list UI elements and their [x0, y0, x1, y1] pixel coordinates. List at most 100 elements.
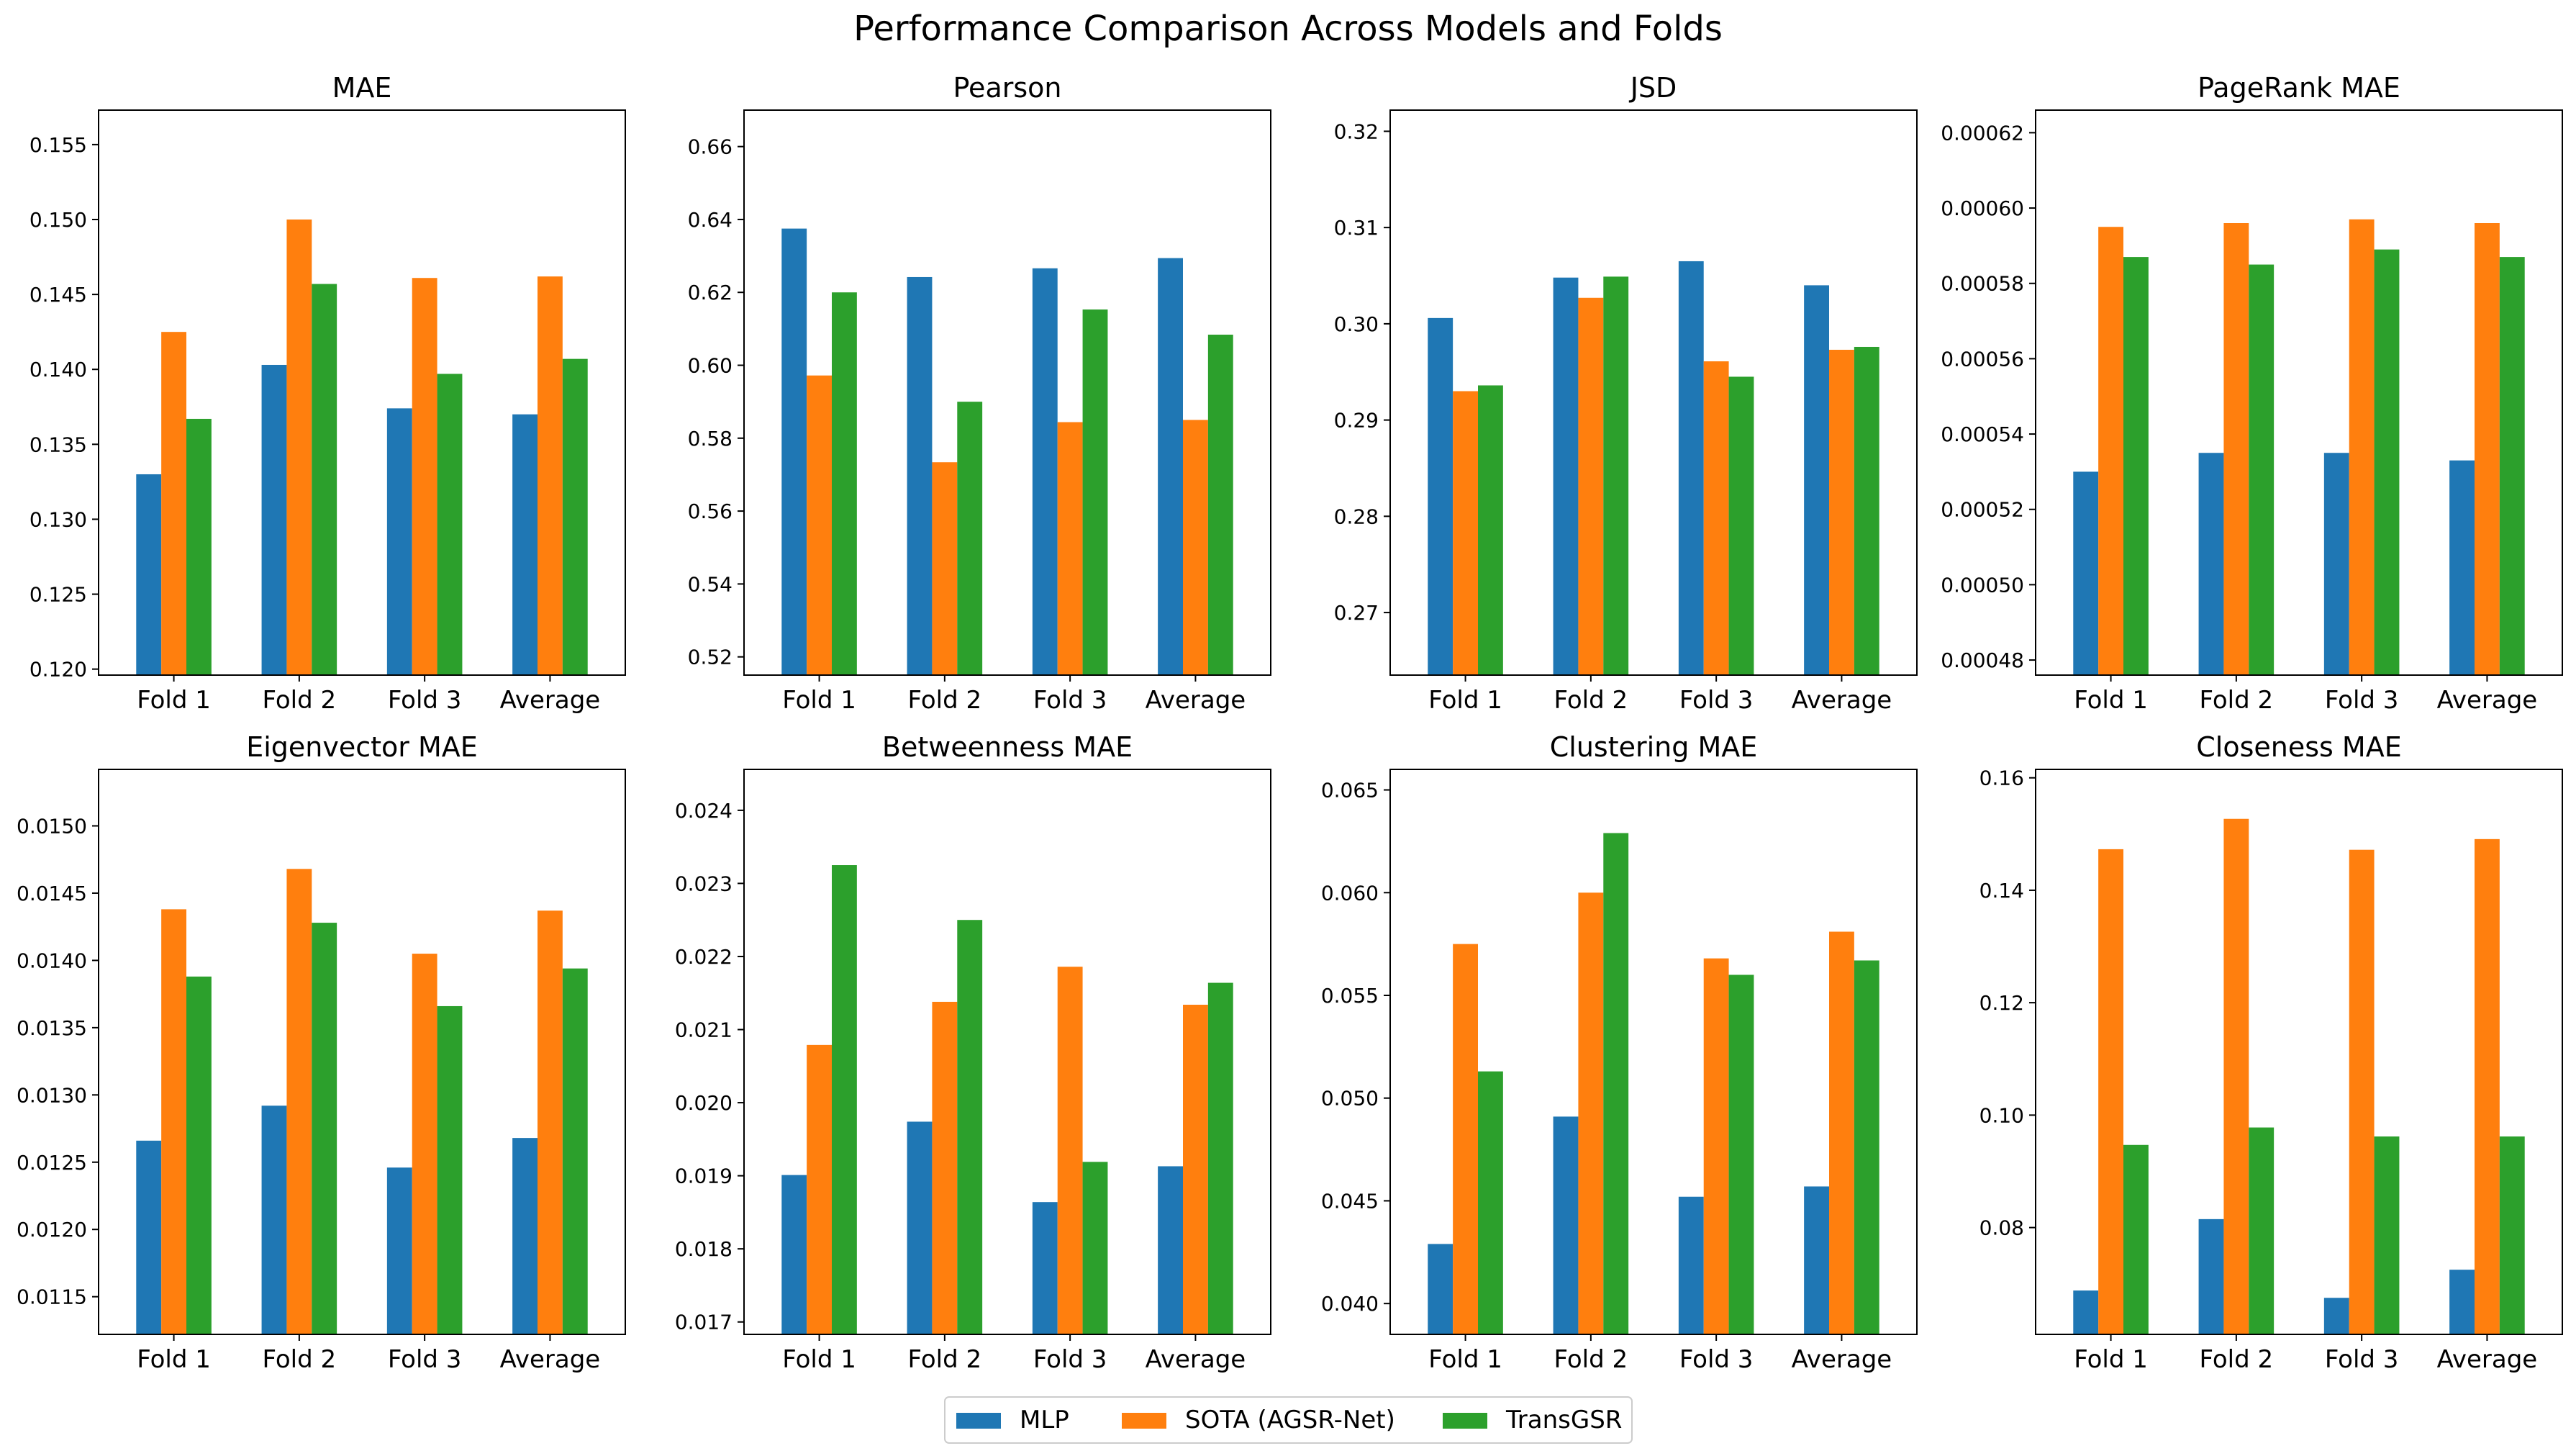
x-tick-label: Average: [500, 1345, 601, 1374]
y-tick-label: 0.0150: [17, 815, 87, 838]
bar: [1829, 349, 1854, 675]
x-tick-label: Fold 2: [1554, 686, 1628, 715]
bar: [1553, 277, 1579, 675]
y-tick-label: 0.140: [30, 358, 87, 381]
bar: [538, 910, 563, 1334]
figure-title: Performance Comparison Across Models and…: [853, 9, 1723, 49]
y-tick-label: 0.065: [1321, 779, 1379, 802]
chart-title: Closeness MAE: [2196, 731, 2401, 763]
chart-title: JSD: [1629, 72, 1677, 104]
bar: [832, 292, 857, 675]
bar: [412, 278, 437, 675]
bar: [2223, 818, 2249, 1334]
bar: [562, 358, 588, 675]
y-tick-label: 0.150: [30, 208, 87, 232]
y-tick-label: 0.022: [675, 945, 733, 969]
legend: MLP SOTA (AGSR-Net) TransGSR: [944, 1396, 1633, 1444]
y-tick-label: 0.045: [1321, 1189, 1379, 1213]
y-tick-label: 0.10: [1979, 1103, 2024, 1127]
y-tick-label: 0.0140: [17, 949, 87, 972]
legend-label: MLP: [1020, 1406, 1069, 1434]
x-tick-label: Average: [2437, 686, 2538, 715]
y-tick-label: 0.060: [1321, 881, 1379, 905]
bar: [1207, 334, 1233, 675]
bar: [1703, 361, 1729, 675]
bar: [2073, 1290, 2099, 1334]
chart-panel: PageRank MAE 0.00048 0.00050 0.00052 0.00054…: [1941, 72, 2563, 715]
y-tick-label: 0.0145: [17, 882, 87, 905]
x-tick-label: Fold 2: [263, 686, 337, 715]
y-tick-label: 0.14: [1979, 879, 2024, 903]
chart-panel: JSD 0.27 0.28 0.29 0.30 0.31 0.32 Fold 1 Fold 2 F…: [1334, 72, 1918, 715]
chart-panel: Clustering MAE 0.040 0.045 0.050 0.055 0.060 0…: [1321, 731, 1918, 1374]
bar: [2499, 1136, 2525, 1334]
y-tick-label: 0.16: [1979, 767, 2024, 790]
bar: [1428, 1244, 1453, 1334]
bar: [312, 923, 337, 1334]
y-tick-label: 0.28: [1334, 505, 1379, 528]
x-tick-label: Fold 3: [388, 686, 462, 715]
y-tick-label: 0.00056: [1941, 347, 2024, 371]
bar: [1183, 1004, 1208, 1334]
bar: [512, 414, 538, 675]
legend-entry: MLP: [956, 1406, 1069, 1434]
y-tick-label: 0.0130: [17, 1083, 87, 1107]
y-tick-label: 0.055: [1321, 984, 1379, 1008]
x-tick-label: Fold 2: [2200, 686, 2274, 715]
x-tick-label: Fold 3: [1679, 686, 1754, 715]
y-tick-label: 0.017: [675, 1311, 733, 1334]
y-tick-label: 0.12: [1979, 991, 2024, 1015]
chart-title: Pearson: [953, 72, 1062, 104]
x-tick-label: Fold 3: [2325, 686, 2399, 715]
bar: [2098, 227, 2123, 675]
legend-swatch: [1122, 1413, 1166, 1429]
y-tick-label: 0.024: [675, 799, 733, 823]
bar: [832, 865, 857, 1334]
y-tick-label: 0.54: [688, 572, 733, 596]
bar: [957, 920, 983, 1334]
bar: [1804, 1186, 1829, 1334]
bar: [136, 474, 162, 675]
y-tick-label: 0.08: [1979, 1216, 2024, 1240]
bar: [807, 1044, 832, 1334]
x-tick-label: Fold 2: [908, 1345, 982, 1374]
x-tick-label: Fold 1: [1428, 686, 1502, 715]
y-tick-label: 0.155: [30, 133, 87, 157]
bar: [1032, 1202, 1058, 1334]
bar: [512, 1138, 538, 1334]
bar: [932, 462, 958, 675]
bar: [2323, 453, 2349, 675]
bar: [562, 968, 588, 1334]
bar: [1603, 276, 1629, 675]
legend-label: TransGSR: [1505, 1406, 1622, 1434]
chart-grid: MAE 0.120 0.125 0.130 0.135 0.140 0.145 0.150 0.…: [17, 72, 2563, 1374]
bar: [1082, 309, 1108, 675]
bar: [2073, 471, 2099, 675]
bar: [1854, 960, 1879, 1334]
bar: [781, 1175, 807, 1334]
x-tick-label: Fold 1: [2074, 686, 2148, 715]
x-tick-label: Fold 1: [782, 1345, 856, 1374]
x-tick-label: Fold 3: [1679, 1345, 1754, 1374]
x-tick-label: Average: [1146, 686, 1246, 715]
y-tick-label: 0.0125: [17, 1151, 87, 1175]
legend-label: SOTA (AGSR-Net): [1185, 1406, 1395, 1434]
x-tick-label: Fold 3: [2325, 1345, 2399, 1374]
x-tick-label: Average: [2437, 1345, 2538, 1374]
bar: [2349, 219, 2375, 675]
bar: [2198, 453, 2224, 675]
y-tick-label: 0.66: [688, 135, 733, 159]
y-tick-label: 0.32: [1334, 119, 1379, 143]
bar: [2223, 223, 2249, 675]
y-tick-label: 0.00054: [1941, 422, 2024, 446]
x-tick-label: Fold 2: [1554, 1345, 1628, 1374]
bar: [781, 228, 807, 675]
bar: [2374, 249, 2400, 676]
chart-title: MAE: [332, 72, 392, 104]
bar: [907, 1121, 933, 1334]
bar: [1057, 422, 1083, 675]
chart-title: Clustering MAE: [1550, 731, 1758, 763]
y-tick-label: 0.00052: [1941, 498, 2024, 522]
chart-panel: Closeness MAE 0.08 0.10 0.12 0.14 0.16 Fold 1 F…: [1979, 731, 2563, 1374]
bar: [2449, 460, 2475, 675]
